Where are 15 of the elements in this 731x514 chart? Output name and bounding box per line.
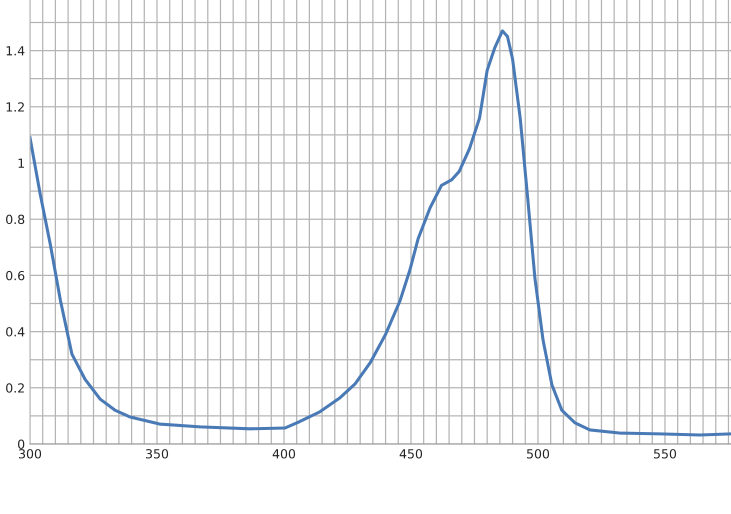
y-tick-label: 1.4 — [6, 46, 24, 56]
x-tick-label: 350 — [146, 449, 168, 459]
x-tick-label: 550 — [654, 449, 676, 459]
y-tick-label: 1.2 — [6, 102, 24, 112]
y-tick-label: 0.6 — [6, 270, 24, 280]
line-series — [30, 29, 731, 437]
y-tick-label: 0 — [18, 439, 24, 449]
y-tick-label: 0.8 — [6, 214, 24, 224]
x-tick-label: 300 — [19, 449, 42, 459]
y-tick-label: 0.4 — [6, 327, 24, 337]
x-tick-label: 450 — [400, 449, 422, 459]
x-tick-label: 400 — [272, 449, 296, 459]
y-tick-label: 1 — [18, 158, 24, 168]
x-tick-label: 500 — [527, 449, 550, 459]
y-tick-label: 0.2 — [6, 383, 24, 393]
